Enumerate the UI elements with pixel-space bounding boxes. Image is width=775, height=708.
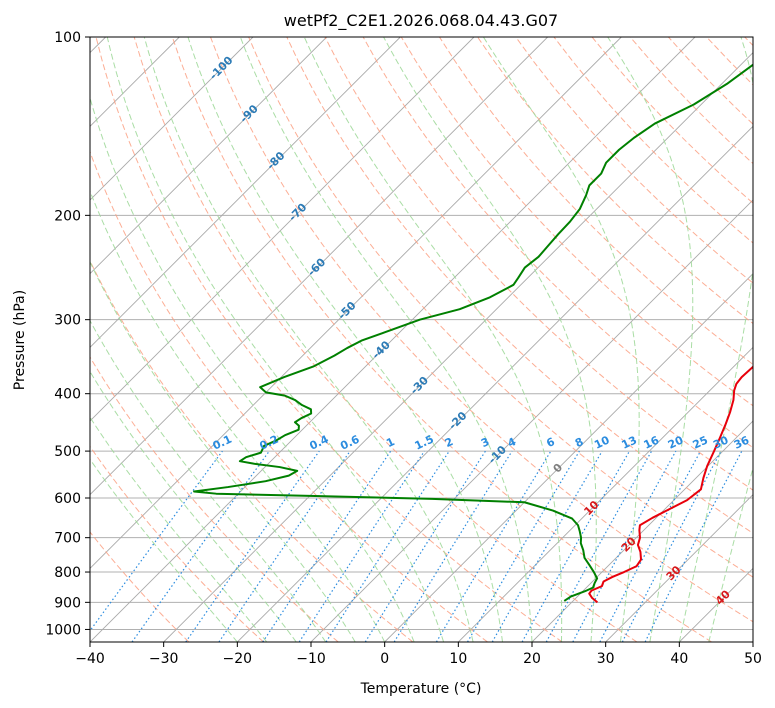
isotherm-line bbox=[531, 420, 753, 642]
x-tick-label: 10 bbox=[449, 651, 467, 667]
isotherm-line bbox=[384, 273, 753, 642]
dry-adiabat-line bbox=[90, 531, 190, 642]
dry-adiabat-line bbox=[90, 259, 414, 642]
moist-adiabat-line bbox=[239, 37, 533, 642]
y-tick-label: 1000 bbox=[45, 622, 81, 638]
isotherm-line bbox=[90, 37, 327, 275]
x-tick-label: 0 bbox=[380, 651, 389, 667]
x-tick-label: 30 bbox=[597, 651, 615, 667]
dry-adiabat-line bbox=[95, 37, 563, 642]
moist-adiabat-line bbox=[678, 37, 753, 642]
isotherm-line bbox=[163, 52, 753, 642]
mixing-ratio-line bbox=[572, 450, 677, 642]
y-tick-label: 700 bbox=[54, 531, 81, 547]
moist-adiabat-line bbox=[90, 96, 415, 642]
isotherm-line bbox=[237, 125, 753, 642]
dry-adiabat-line bbox=[248, 37, 753, 578]
x-axis-ticks: −40 −30 −20 −10 0 10 20 30 40 50 bbox=[75, 642, 762, 667]
x-tick-label: −20 bbox=[223, 651, 253, 667]
mixing-ratio-line bbox=[218, 450, 351, 642]
mixing-ratio-line bbox=[325, 450, 450, 642]
dry-adiabat-line bbox=[515, 37, 753, 284]
mixing-ratio-line bbox=[521, 450, 631, 642]
dry-adiabat-line bbox=[210, 37, 753, 623]
dry-adiabat-line bbox=[90, 356, 339, 642]
y-tick-label: 200 bbox=[54, 208, 81, 224]
temperature-profile-line bbox=[588, 365, 753, 604]
moist-adiabat-line bbox=[90, 458, 238, 642]
mixing-ratio-line bbox=[298, 450, 425, 642]
y-axis-title: Pressure (hPa) bbox=[12, 290, 28, 390]
mixing-ratio-label: 10 bbox=[592, 433, 612, 451]
y-tick-label: 600 bbox=[54, 491, 81, 507]
x-tick-label: 50 bbox=[744, 651, 762, 667]
mixing-ratio-line bbox=[644, 450, 743, 642]
dry-adiabat-line bbox=[90, 445, 264, 642]
mixing-ratio-line bbox=[90, 450, 223, 632]
dry-adiabat-line bbox=[286, 37, 753, 534]
mixing-ratio-label: 36 bbox=[732, 433, 752, 451]
mixing-ratio-line bbox=[131, 450, 270, 642]
dry-adiabat-line bbox=[400, 37, 753, 407]
moist-adiabat-line bbox=[607, 37, 694, 642]
moist-adiabat-line bbox=[90, 370, 297, 642]
x-tick-label: −40 bbox=[75, 651, 105, 667]
isotherm-line bbox=[605, 494, 753, 642]
x-tick-label: −30 bbox=[149, 651, 179, 667]
isotherm-line bbox=[90, 37, 475, 422]
x-tick-label: −10 bbox=[296, 651, 326, 667]
mixing-ratio-line bbox=[393, 450, 513, 642]
y-tick-label: 300 bbox=[54, 313, 81, 329]
plot-frame bbox=[89, 36, 754, 643]
sounding-series bbox=[193, 63, 753, 604]
moist-adiabat-line bbox=[143, 37, 474, 642]
chart-title: wetPf2_C2E1.2026.068.04.43.G07 bbox=[284, 11, 558, 31]
isotherm-lines bbox=[90, 37, 753, 642]
dry-adiabat-line bbox=[133, 37, 638, 642]
moist-adiabat-line bbox=[187, 37, 504, 642]
moist-adiabat-line bbox=[90, 260, 356, 642]
moist-adiabat-line bbox=[383, 37, 597, 642]
mixing-ratio-label: 13 bbox=[620, 434, 639, 452]
y-tick-label: 100 bbox=[54, 30, 81, 46]
isotherm-line bbox=[458, 346, 753, 642]
mixing-ratio-label: 20 bbox=[666, 433, 686, 451]
mixing-ratio-line bbox=[262, 450, 392, 642]
moist-adiabat-line bbox=[106, 37, 445, 642]
isotherm-line bbox=[90, 37, 696, 642]
mixing-ratio-label: 30 bbox=[711, 433, 731, 451]
isotherm-line bbox=[90, 37, 254, 201]
mixing-ratio-line bbox=[185, 450, 320, 642]
dry-adiabat-lines bbox=[90, 37, 753, 642]
dry-adiabat-line bbox=[171, 37, 712, 642]
dewpoint-profile-line bbox=[193, 63, 753, 602]
isotherm-line bbox=[90, 37, 622, 569]
dry-adiabat-line bbox=[90, 150, 488, 642]
mixing-ratio-label: 25 bbox=[691, 434, 710, 452]
x-tick-label: 20 bbox=[523, 651, 541, 667]
moist-adiabat-lines bbox=[90, 37, 753, 642]
x-axis-title: Temperature (°C) bbox=[360, 681, 482, 697]
moist-adiabat-line bbox=[482, 37, 640, 642]
y-axis-ticks: 100 200 300 400 500 600 700 800 900 1000 bbox=[45, 30, 90, 638]
x-tick-label: 40 bbox=[670, 651, 688, 667]
isotherm-line bbox=[90, 37, 548, 496]
mixing-ratio-label: 16 bbox=[642, 433, 662, 451]
dry-adiabat-line bbox=[439, 37, 753, 366]
moist-adiabat-line bbox=[303, 37, 563, 642]
y-tick-label: 500 bbox=[54, 444, 81, 460]
moist-adiabat-line bbox=[90, 416, 268, 642]
y-tick-label: 400 bbox=[54, 387, 81, 403]
y-tick-label: 800 bbox=[54, 565, 81, 581]
isotherm-line bbox=[90, 37, 401, 348]
y-tick-label: 900 bbox=[54, 595, 81, 611]
moist-adiabat-line bbox=[90, 189, 386, 642]
